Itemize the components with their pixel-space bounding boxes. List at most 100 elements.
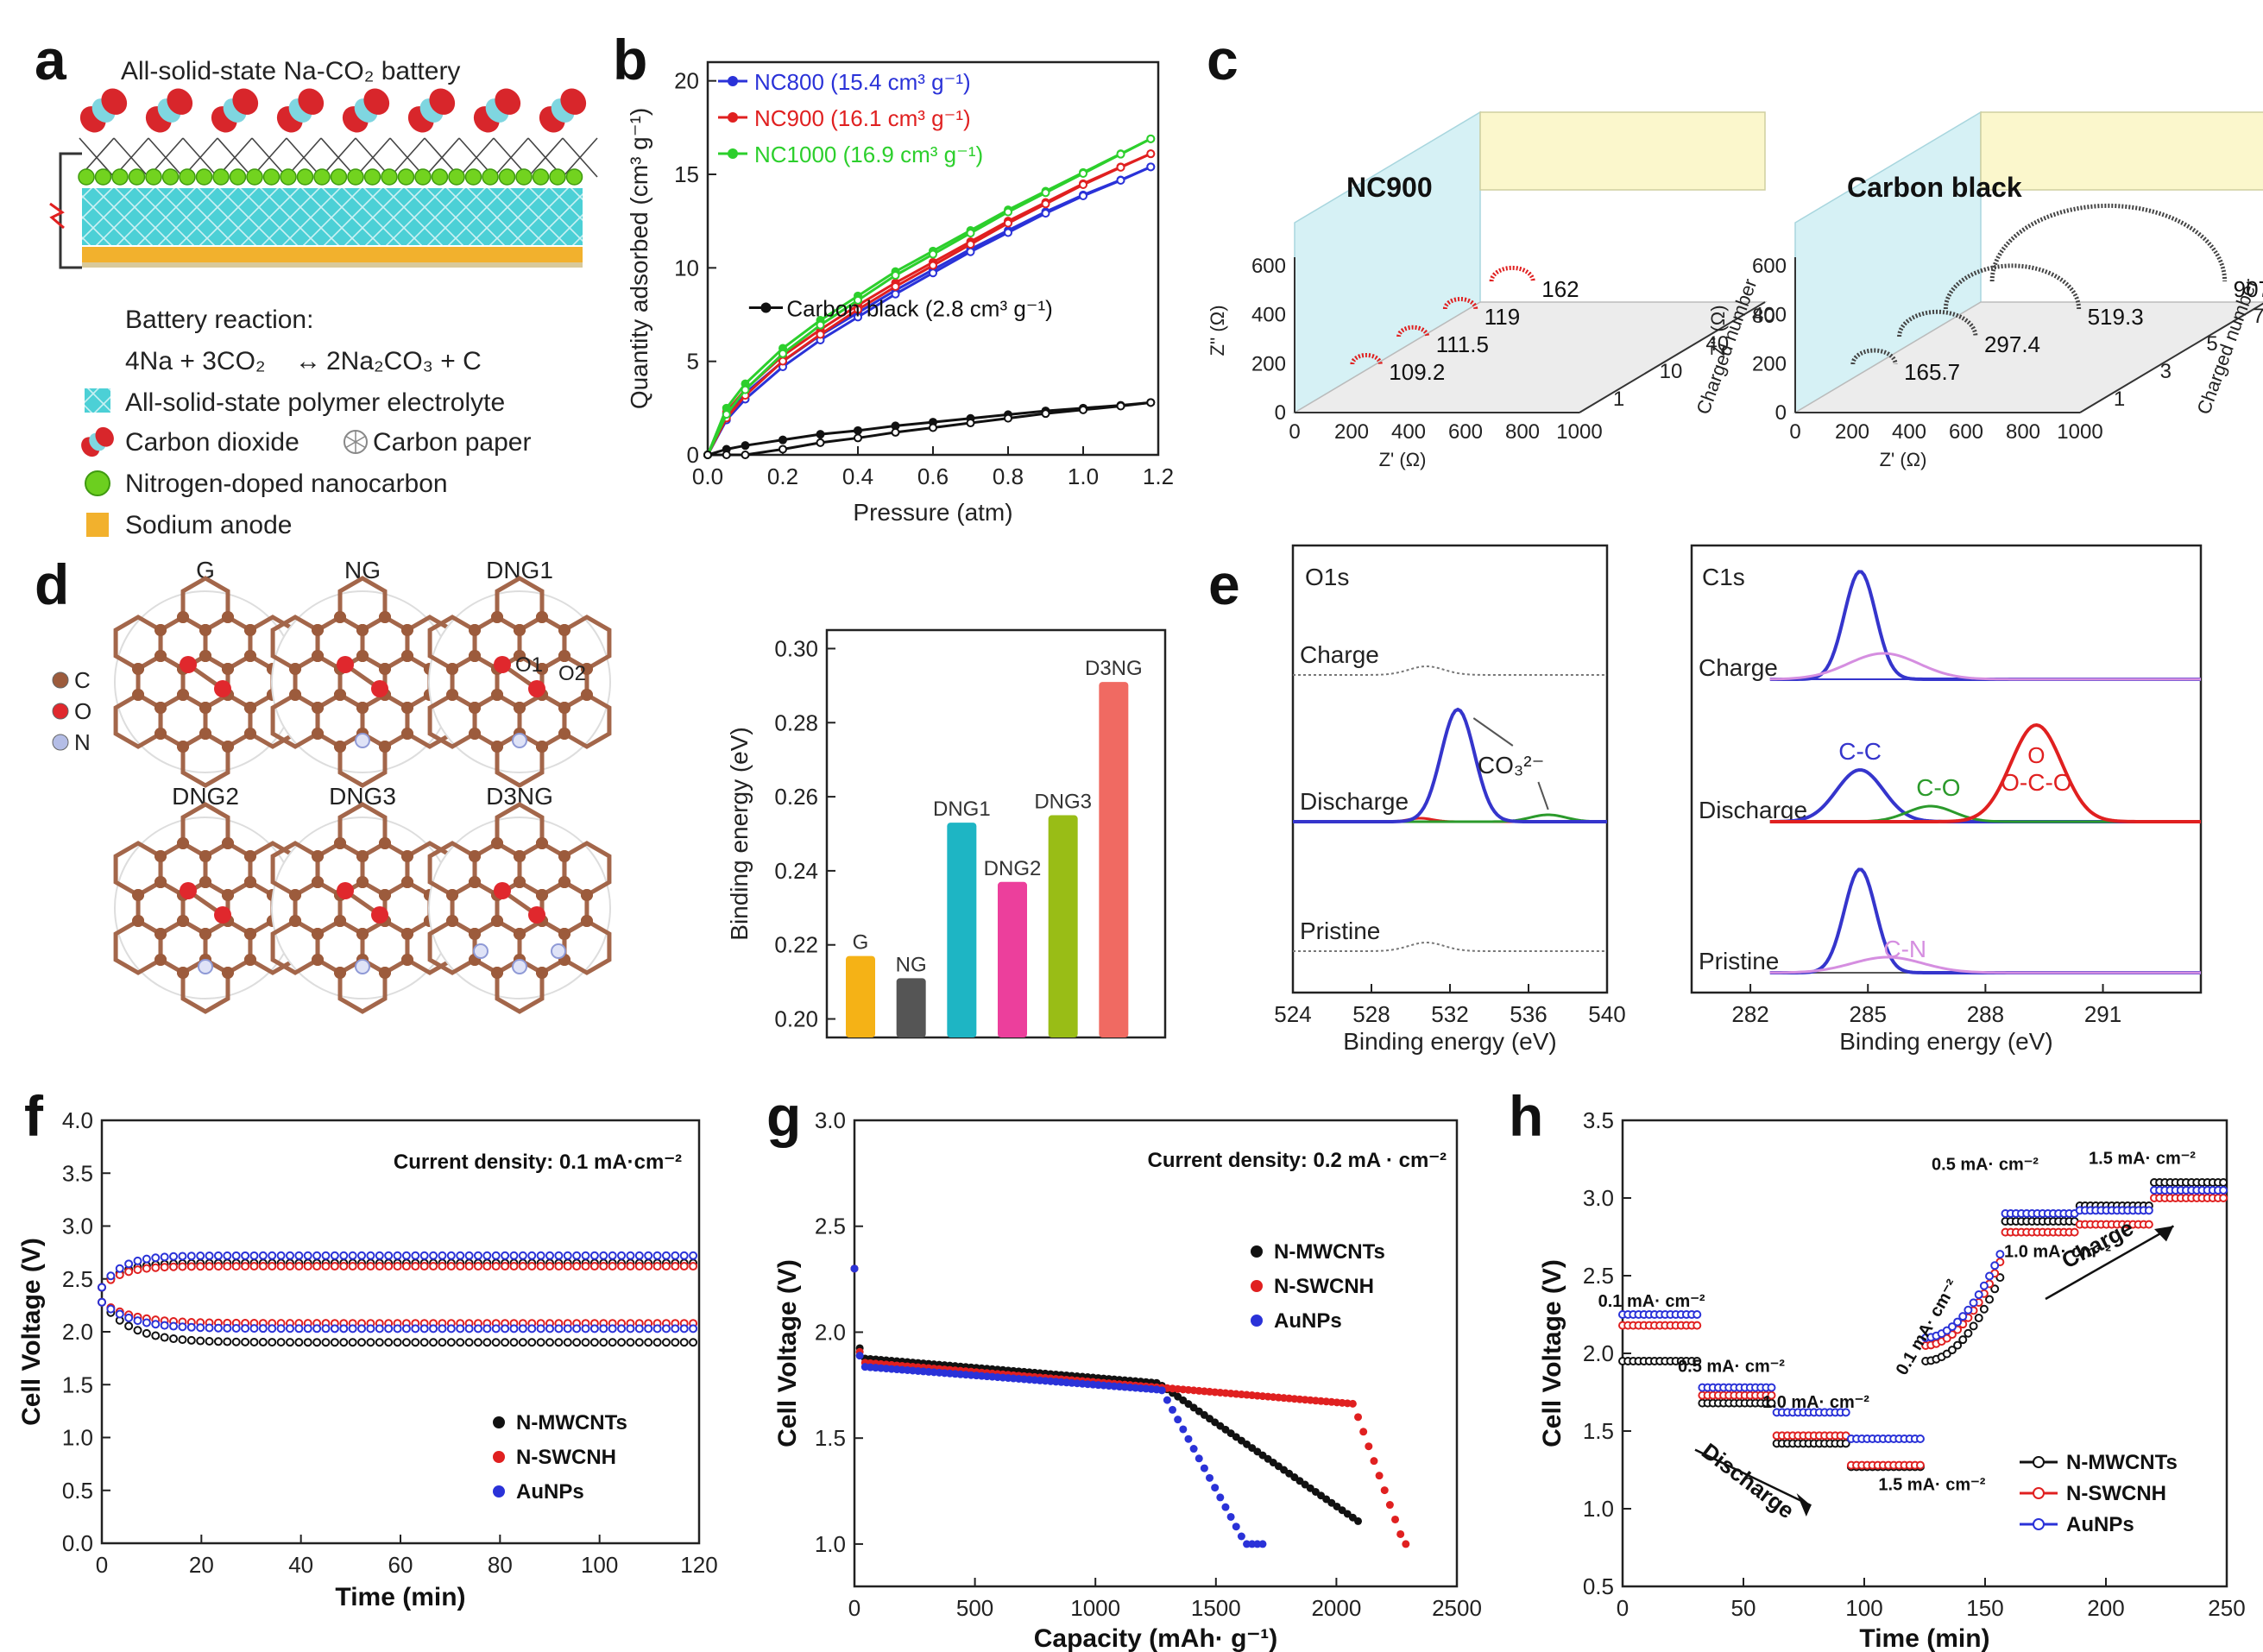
data-point	[563, 1262, 572, 1271]
x-tick-label: 150	[1966, 1595, 2003, 1621]
data-point	[196, 1323, 205, 1333]
data-point	[205, 1251, 214, 1260]
structure-label: G	[196, 557, 215, 583]
data-point	[1079, 405, 1087, 414]
legend-label: AuNPs	[516, 1480, 584, 1504]
mesh-line	[527, 137, 564, 178]
carbon-atom	[400, 954, 413, 966]
data-point	[303, 1262, 312, 1271]
carbon-atom	[221, 663, 234, 675]
oxygen-atom	[101, 88, 128, 115]
data-point	[473, 1262, 482, 1271]
data-point	[509, 1324, 519, 1334]
carbon-atom	[132, 889, 145, 901]
carbon-atom	[400, 876, 413, 888]
x-tick-label: 0.8	[993, 463, 1024, 489]
y-tick-label: 0.5	[62, 1478, 93, 1504]
legend-electrolyte: All-solid-state polymer electrolyte	[85, 388, 505, 417]
data-point	[1953, 1317, 1963, 1327]
oxygen-atom	[363, 88, 390, 115]
data-point	[321, 1338, 331, 1347]
data-point	[891, 282, 900, 292]
x-tick-label: 540	[1588, 1001, 1625, 1027]
data-point	[366, 1251, 375, 1260]
x-tick-label: 50	[1731, 1595, 1756, 1621]
structure-g: G	[113, 557, 298, 788]
data-point	[1004, 207, 1012, 217]
data-point	[679, 1262, 689, 1271]
carbon-atom	[558, 650, 570, 662]
resistance-label: 297.4	[1984, 331, 2040, 357]
data-point	[366, 1338, 375, 1347]
impedance-arc	[1489, 266, 1535, 282]
carbon-atom	[558, 702, 570, 714]
x-tick-label: 0.2	[767, 463, 798, 489]
x-tick-label: 20	[189, 1552, 214, 1578]
x-tick-label: 282	[1731, 1001, 1768, 1027]
resistance-label: 111.5	[1436, 331, 1489, 357]
impedance-arc	[1943, 263, 2082, 310]
data-point	[644, 1324, 653, 1334]
data-point	[124, 1321, 134, 1331]
legend-marker	[760, 302, 772, 313]
data-point	[223, 1262, 232, 1271]
adsorption-chart: 0.0 0.2 0.4 0.6 0.8 1.0 1.2 0 5 10 15 20 Pressure (a…	[626, 60, 1174, 526]
data-point	[1964, 1328, 1973, 1338]
data-point	[411, 1262, 420, 1271]
y-axis-label: Z'' (Ω)	[1707, 305, 1729, 356]
resistance-label: 109.2	[1389, 359, 1445, 385]
data-point	[268, 1262, 277, 1271]
oxygen-atom	[337, 656, 354, 673]
legend-marker	[728, 112, 738, 123]
data-point	[268, 1338, 277, 1347]
y-tick-label: 1.0	[815, 1531, 846, 1557]
data-point	[241, 1324, 250, 1334]
data-point	[1004, 218, 1012, 228]
carbon-atom	[469, 850, 482, 862]
data-point	[1370, 1457, 1378, 1466]
y-tick-label: 200	[1251, 352, 1286, 375]
co2-molecule	[342, 88, 390, 133]
o1s-xps-plot: 524 528 532 536 540 Binding energy (eV) O1s Cha…	[1274, 544, 1626, 1055]
data-point	[339, 1324, 349, 1334]
data-point	[626, 1251, 635, 1260]
data-point	[1354, 1516, 1363, 1525]
data-point	[393, 1262, 402, 1271]
data-point	[644, 1338, 653, 1347]
data-point	[617, 1338, 627, 1347]
carbon-atom	[177, 741, 190, 753]
carbon-atom	[491, 611, 504, 623]
data-point	[438, 1251, 447, 1260]
data-point	[741, 379, 750, 388]
panel-letter-f: f	[24, 1084, 44, 1148]
carbon-atom	[580, 889, 593, 901]
data-point	[294, 1324, 304, 1334]
y-tick-label: 400	[1752, 304, 1787, 327]
carbon-atom	[514, 850, 526, 862]
data-point	[679, 1324, 689, 1334]
plot-frame	[100, 1119, 701, 1545]
impedance-arc	[1442, 297, 1478, 310]
x-tick-label: 0	[96, 1552, 108, 1578]
nanocarbon-sphere	[179, 168, 196, 186]
data-point	[518, 1251, 527, 1260]
resistance-label: 162	[1541, 276, 1579, 302]
data-point	[572, 1262, 582, 1271]
data-point	[1990, 1284, 2000, 1294]
carbon-atom	[221, 889, 234, 901]
data-point	[1004, 413, 1012, 423]
atom-c-icon	[52, 672, 69, 689]
data-point	[671, 1251, 680, 1260]
data-point	[446, 1251, 456, 1260]
panel-letter-g: g	[766, 1084, 801, 1148]
data-point	[966, 240, 975, 249]
data-point	[1953, 1340, 1963, 1350]
x-tick-label: 288	[1967, 1001, 2004, 1027]
legend-label: NC800 (15.4 cm³ g⁻¹)	[754, 69, 971, 95]
y-tick-label: 1.5	[1583, 1418, 1614, 1444]
fit-peak-cc	[1769, 867, 2201, 974]
data-point	[1189, 1445, 1198, 1453]
carbon-atom	[154, 876, 167, 888]
y-axis-label: Quantity adsorbed (cm³ g⁻¹)	[626, 108, 652, 409]
data-point	[213, 1262, 223, 1271]
